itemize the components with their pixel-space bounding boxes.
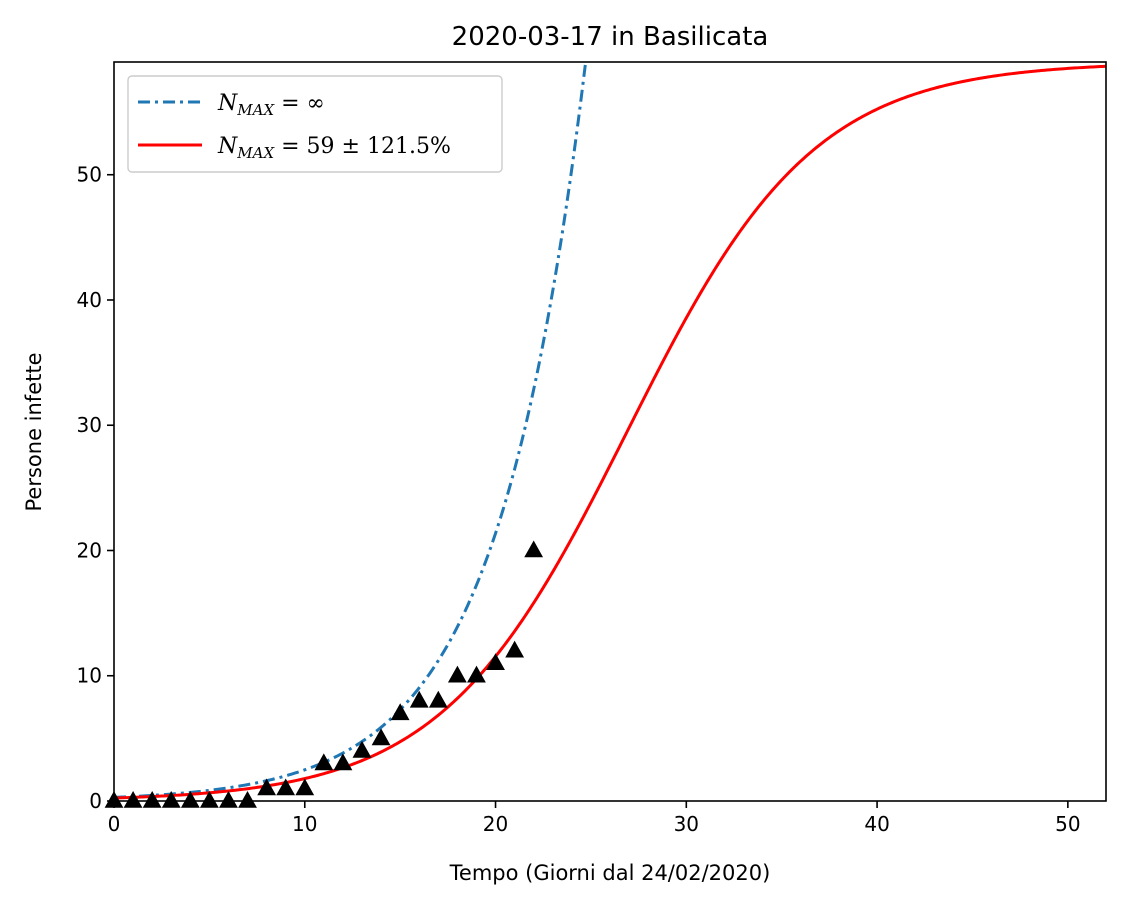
x-tick-label: 30: [674, 812, 699, 836]
data-point: [352, 740, 372, 758]
x-axis: 0 10 20 30 40 50: [108, 801, 1081, 836]
x-tick-label: 40: [864, 812, 889, 836]
y-tick-label: 50: [77, 163, 102, 187]
data-point: [257, 778, 277, 796]
y-tick-label: 20: [77, 538, 102, 562]
data-point: [180, 790, 200, 808]
x-tick-label: 20: [483, 812, 508, 836]
data-point: [333, 753, 353, 771]
data-point: [390, 703, 410, 721]
x-tick-label: 50: [1055, 812, 1080, 836]
y-axis-label: Persone infette: [22, 352, 46, 511]
x-axis-label: Tempo (Giorni dal 24/02/2020): [449, 861, 771, 885]
x-tick-label: 0: [108, 812, 121, 836]
data-point: [524, 540, 544, 558]
data-point: [467, 665, 486, 683]
data-point: [486, 653, 505, 670]
chart-title: 2020-03-17 in Basilicata: [452, 22, 769, 52]
series-line-1: [114, 64, 1106, 800]
data-point: [371, 728, 391, 746]
legend-box: [127, 75, 503, 173]
data-point: [199, 790, 219, 808]
legend-label-1: NMAX = 59 ± 121.5%: [217, 134, 451, 162]
y-tick-label: 30: [77, 413, 102, 437]
legend-label-0: NMAX = ∞: [217, 91, 325, 119]
data-point: [447, 665, 467, 683]
data-point: [123, 790, 143, 808]
data-point: [505, 640, 525, 658]
data-point: [238, 790, 257, 808]
x-tick-label: 10: [292, 812, 317, 836]
data-point: [219, 790, 238, 808]
y-axis: 0 10 20 30 40 50: [77, 163, 114, 813]
y-tick-label: 10: [77, 664, 102, 688]
data-point: [428, 690, 448, 708]
data-point: [161, 790, 181, 808]
y-tick-label: 0: [89, 789, 102, 813]
y-tick-label: 40: [77, 288, 102, 312]
data-point: [314, 753, 334, 771]
data-point: [142, 790, 162, 808]
observed-markers: [104, 540, 544, 808]
curves-group: [114, 62, 1106, 800]
data-point: [409, 690, 429, 708]
data-point: [295, 778, 315, 796]
legend: NMAX = ∞ NMAX = 59 ± 121.5%: [127, 75, 503, 173]
data-point: [276, 778, 296, 796]
plot-frame: [113, 61, 1107, 802]
